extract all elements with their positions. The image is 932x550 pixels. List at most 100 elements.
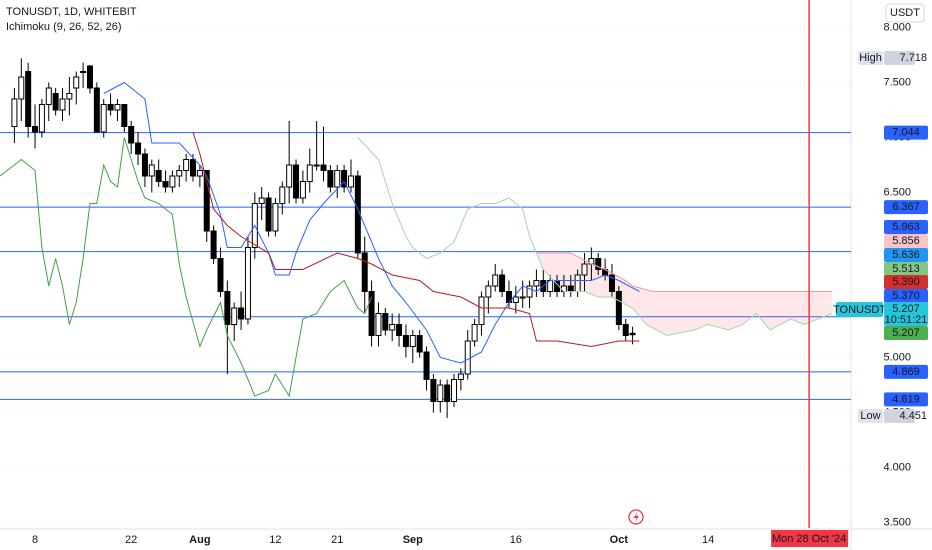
candle-body	[615, 291, 622, 325]
price-label: 5.390	[892, 276, 920, 288]
candle-body	[210, 230, 217, 259]
y-tick-label: 7.500	[883, 76, 911, 88]
candle-body	[73, 76, 80, 89]
candle-body	[444, 384, 451, 402]
last-price: 5.207	[892, 303, 920, 315]
symbol-tag-bg	[836, 302, 883, 317]
candle-body	[416, 335, 423, 353]
y-tick-label: 4.000	[883, 461, 911, 473]
price-label-bg	[884, 326, 928, 340]
candle-body	[299, 181, 306, 199]
price-label-bg	[884, 125, 928, 140]
price-label: 4.869	[892, 366, 920, 378]
candle-body	[574, 274, 581, 292]
candle-body	[347, 175, 354, 188]
candle-body	[59, 98, 66, 111]
indicator-line	[536, 252, 832, 292]
candle-body	[622, 324, 629, 336]
indicator-label: Ichimoku (9, 26, 52, 26)	[6, 21, 122, 33]
candle-body	[107, 104, 114, 111]
candle-body	[86, 65, 93, 89]
candle-body	[203, 170, 210, 232]
currency-label[interactable]: USDT	[890, 7, 920, 19]
candle-body	[265, 197, 272, 232]
indicator-line	[192, 131, 640, 348]
price-label: 5.636	[892, 249, 920, 261]
indicator-line	[0, 137, 373, 398]
crosshair-label: Mon 28 Oct '24	[772, 533, 846, 545]
candle-body	[327, 170, 334, 188]
x-tick-label: 16	[510, 534, 522, 546]
candle-body	[437, 384, 444, 402]
candle-body	[141, 153, 148, 177]
marker-value: 7.718	[900, 52, 928, 64]
candle-body	[52, 93, 59, 111]
candle-body	[464, 340, 471, 375]
marker-tag-bg	[858, 51, 883, 65]
candle-body	[341, 170, 348, 188]
price-label-bg	[884, 220, 928, 234]
price-label: 6.367	[892, 201, 920, 213]
candle-body	[66, 93, 73, 100]
symbol-tag: TONUSDT	[833, 304, 886, 316]
y-tick-label: 6.500	[883, 186, 911, 198]
candle-body	[169, 175, 176, 188]
candle-body	[533, 280, 540, 287]
countdown: 10:51:21	[885, 314, 928, 326]
candle-body	[190, 159, 197, 177]
candle-body	[238, 307, 245, 320]
candle-body	[224, 291, 231, 325]
currency-button[interactable]	[885, 3, 925, 23]
price-label-bg	[884, 262, 928, 276]
candle-body	[93, 87, 100, 133]
candle-body	[560, 285, 567, 292]
candle-body	[519, 296, 526, 299]
alert-icon[interactable]	[628, 509, 644, 525]
candle-body	[409, 335, 416, 347]
candle-body	[608, 274, 615, 292]
candle-body	[135, 142, 142, 155]
candle-body	[272, 203, 279, 232]
alert-bolt[interactable]	[633, 512, 640, 522]
candle-body	[402, 335, 409, 347]
price-label-bg	[884, 248, 928, 262]
last-price-bg	[884, 302, 928, 326]
candle-body	[526, 285, 533, 298]
x-tick-label: Sep	[403, 534, 423, 546]
candle-body	[11, 98, 18, 127]
candle-body	[231, 307, 238, 325]
candle-body	[430, 379, 437, 402]
price-label: 4.619	[892, 393, 920, 405]
marker-tag: High	[859, 52, 882, 64]
candle-body	[382, 313, 389, 331]
candle-body	[595, 258, 602, 270]
candle-body	[279, 186, 286, 204]
candle-body	[567, 285, 574, 292]
price-label: 7.044	[892, 127, 920, 139]
price-label: 5.856	[892, 235, 920, 247]
x-tick-label: Oct	[610, 534, 629, 546]
candle-body	[320, 164, 327, 171]
price-label-bg	[884, 364, 928, 379]
candle-body	[196, 170, 203, 177]
y-tick-label: 8.000	[883, 21, 911, 33]
indicator-line	[103, 81, 640, 364]
candle-body	[389, 324, 396, 331]
price-label-bg	[884, 200, 928, 215]
candle-body	[128, 126, 135, 144]
candle-body	[244, 247, 251, 320]
candle-body	[176, 170, 183, 177]
candle-body	[478, 296, 485, 325]
x-tick-label: 12	[269, 534, 281, 546]
price-label-bg	[884, 289, 928, 303]
price-label: 5.207	[892, 327, 920, 339]
candle-body	[313, 164, 320, 167]
candle-body	[368, 291, 375, 336]
marker-tag: Low	[860, 410, 880, 422]
legend-bg	[3, 4, 133, 34]
candle-body	[258, 197, 265, 204]
x-tick-label: 8	[32, 534, 38, 546]
x-tick-label: 21	[331, 534, 343, 546]
candle-body	[38, 104, 45, 133]
candle-body	[183, 159, 190, 171]
